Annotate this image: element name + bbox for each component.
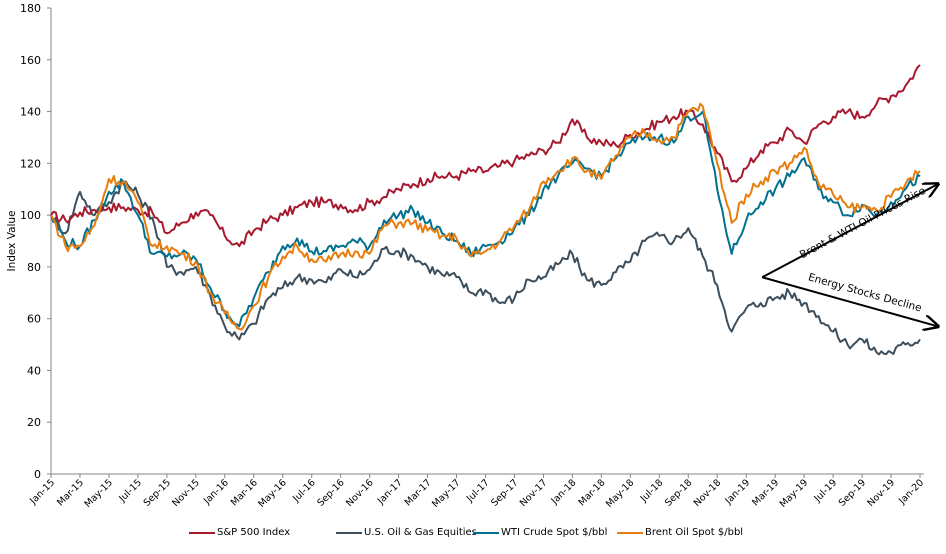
x-tick-label: Jan-16 [201,477,231,507]
y-tick-label: 80 [27,261,41,274]
x-tick-label: Nov-17 [518,477,550,509]
x-tick-label: Nov-16 [344,477,376,509]
x-tick-label: Mar-18 [576,477,607,508]
x-tick-label: Jul-16 [290,477,318,505]
x-tick-label: Sep-16 [315,477,346,508]
annotation-arrow [761,276,938,326]
x-tick-label: Nov-19 [865,477,897,509]
y-tick-label: 160 [20,54,41,67]
x-tick-label: Nov-18 [692,477,724,509]
y-tick-label: 140 [20,106,41,119]
legend-swatch [336,531,362,534]
annotation-label: Energy Stocks Decline [807,271,923,314]
y-tick-label: 180 [20,2,41,15]
annotation-label: Brent & WTI Oil Prices Rise [798,185,928,261]
series-line-3 [50,102,921,331]
x-tick-label: May-18 [604,477,637,510]
legend-label: S&P 500 Index [217,527,291,538]
legend-label: U.S. Oil & Gas Equities [364,527,477,538]
legend-item: WTI Crude Spot $/bbl [473,527,607,538]
y-axis: 0 20 40 60 80 100 120 140 160 180 [20,2,52,481]
y-tick-label: 60 [27,313,41,326]
series-group [50,64,921,356]
y-tick-label: 100 [20,209,41,222]
annotation-arrow [761,184,938,279]
x-tick-label: Mar-15 [55,477,86,508]
legend-swatch [617,531,643,534]
x-tick-label: Mar-17 [403,477,434,508]
series-line-0 [50,64,921,248]
legend-swatch [189,531,215,534]
x-tick-label: May-17 [430,477,463,510]
series-line-1 [50,180,921,356]
x-tick-label: Jan-17 [375,477,405,507]
x-tick-label: Jul-15 [116,477,144,505]
legend-label: WTI Crude Spot $/bbl [501,527,608,538]
y-axis-title: Index Value [6,210,18,271]
x-tick-label: Jan-18 [549,477,579,507]
y-tick-label: 120 [20,157,41,170]
legend-label: Brent Oil Spot $/bbl [645,527,744,538]
y-tick-label: 0 [34,468,41,481]
x-tick-label: Sep-15 [142,477,173,508]
x-tick-label: Jan-20 [896,477,926,507]
x-tick-label: Jul-17 [464,477,492,505]
legend-item: U.S. Oil & Gas Equities [336,527,477,538]
legend-item: S&P 500 Index [189,527,290,538]
y-tick-label: 40 [27,364,41,377]
legend-swatch [473,531,499,534]
x-tick-label: May-16 [256,477,289,510]
y-tick-label: 20 [27,416,41,429]
x-tick-label: May-15 [83,477,116,510]
x-tick-label: Mar-16 [229,477,260,508]
series-line-2 [50,110,921,328]
x-tick-label: Nov-15 [170,477,202,509]
x-tick-label: Sep-17 [489,477,520,508]
x-tick-label: Jan-15 [27,477,57,507]
legend-item: Brent Oil Spot $/bbl [617,527,743,538]
x-tick-label: Jul-19 [812,477,840,505]
x-tick-label: Jan-19 [723,477,753,507]
x-tick-label: Sep-19 [837,477,868,508]
x-tick-label: Sep-18 [663,477,694,508]
legend: S&P 500 Index U.S. Oil & Gas Equities WTI … [0,527,946,547]
x-tick-label: Jul-18 [638,477,666,505]
x-tick-label: Mar-19 [750,477,781,508]
x-tick-label: May-19 [778,477,811,510]
